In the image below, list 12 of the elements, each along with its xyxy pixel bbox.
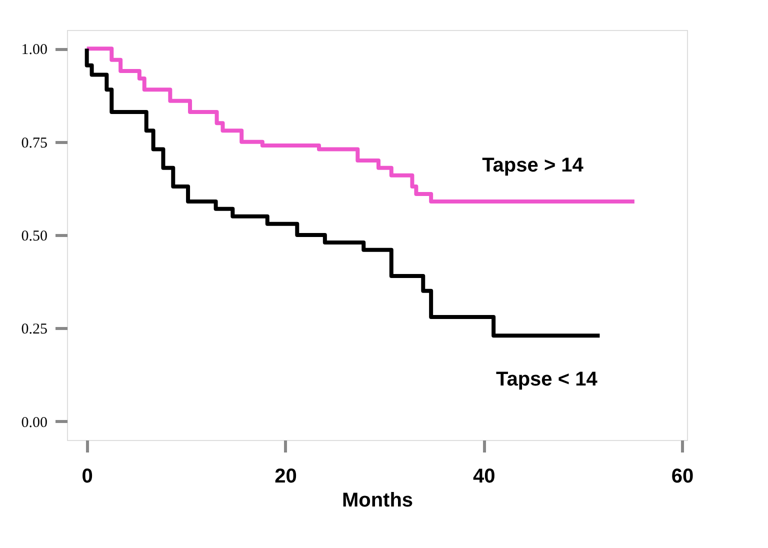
y-tick-label: 0.00 <box>21 414 48 431</box>
y-tick-label: 0.25 <box>21 322 48 338</box>
y-tick-label: 0.75 <box>21 135 48 152</box>
x-tick-label: 40 <box>473 466 496 488</box>
series-label: Tapse > 14 <box>482 154 584 176</box>
x-axis-title: Months <box>342 490 414 512</box>
x-tick-label: 0 <box>82 466 93 488</box>
x-tick-label: 20 <box>274 466 297 488</box>
y-tick-label: 0.50 <box>21 228 48 244</box>
y-tick-label: 1.00 <box>21 42 48 58</box>
series-label: Tapse < 14 <box>496 368 598 391</box>
x-tick-label: 60 <box>671 466 694 488</box>
